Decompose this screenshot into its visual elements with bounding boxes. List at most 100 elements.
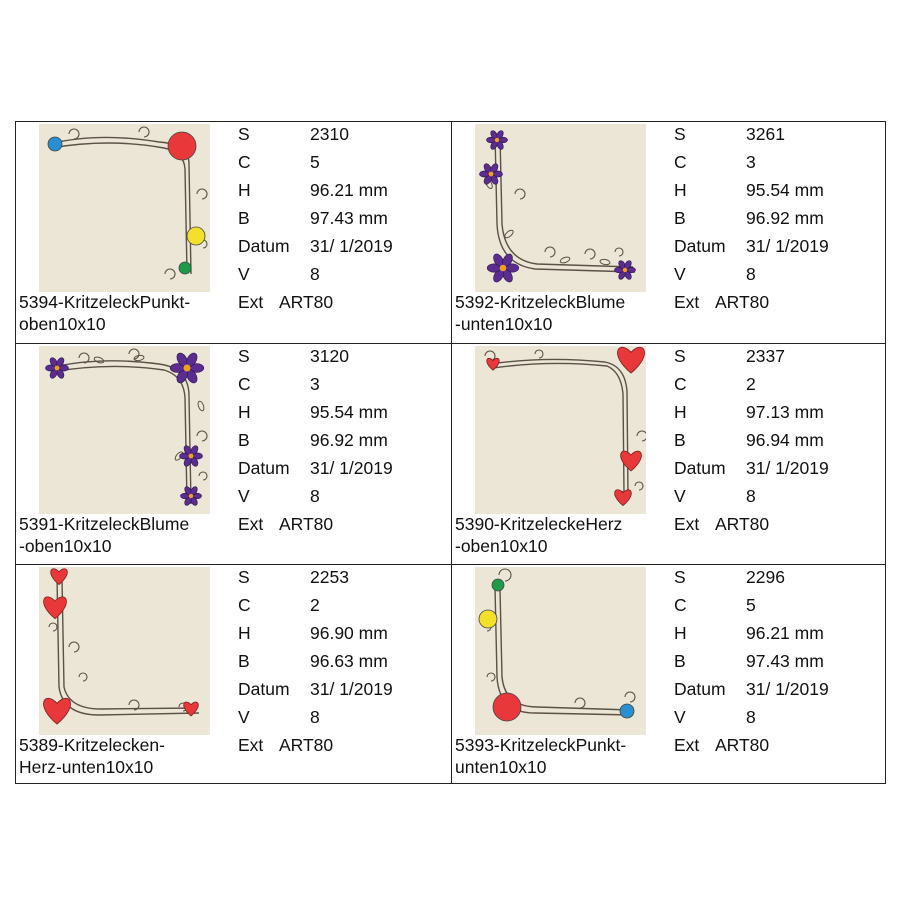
spec-value: 5 — [746, 595, 756, 615]
spec-label: S — [674, 567, 686, 587]
spec-value: 31/ 1/2019 — [746, 236, 829, 256]
spec-label: C — [238, 152, 251, 172]
flower-motif — [486, 130, 508, 150]
ext-label: Ext — [238, 514, 264, 534]
spec-value: 96.94 mm — [746, 430, 824, 450]
embroidery-motif — [478, 568, 636, 722]
spec-value: 3 — [310, 374, 320, 394]
spec-label: B — [674, 208, 686, 228]
design-name-line: 5389-Kritzelecken- — [19, 735, 165, 755]
spec-value: 3261 — [746, 124, 785, 144]
blue-dot — [47, 136, 63, 152]
spec-value: 8 — [746, 264, 756, 284]
spec-value: 2 — [310, 595, 320, 615]
spec-label: Datum — [674, 236, 726, 256]
design-name-line: Herz-unten10x10 — [19, 757, 154, 777]
heart-motif — [486, 357, 500, 371]
design-card: 5391-KritzeleckBlume -oben10x10 S 3120 C… — [16, 344, 451, 565]
spec-label: C — [674, 595, 687, 615]
flower-motif — [486, 253, 520, 283]
blue-dot — [619, 703, 635, 719]
spec-label: S — [238, 567, 250, 587]
design-thumbnail — [39, 346, 210, 514]
spec-label: C — [238, 374, 251, 394]
spec-label: B — [674, 651, 686, 671]
spec-value: 96.21 mm — [310, 180, 388, 200]
spec-label: C — [238, 595, 251, 615]
spec-value: 8 — [746, 486, 756, 506]
spec-label: V — [238, 707, 250, 727]
spec-value: 97.43 mm — [310, 208, 388, 228]
spec-label: S — [674, 124, 686, 144]
ext-value: ART80 — [715, 292, 770, 312]
ext-value: ART80 — [715, 735, 770, 755]
spec-label: H — [674, 402, 687, 422]
flower-motif — [179, 445, 203, 467]
heart-motif — [43, 596, 67, 620]
design-name-line: 5392-KritzeleckBlume — [455, 292, 626, 312]
red-dot — [167, 131, 197, 161]
ext-value: ART80 — [715, 514, 770, 534]
spec-value: 31/ 1/2019 — [310, 458, 393, 478]
design-card: 5392-KritzeleckBlume -unten10x10 S 3261 … — [452, 122, 887, 343]
spec-value: 31/ 1/2019 — [310, 679, 393, 699]
flower-motif — [45, 357, 69, 379]
spec-value: 2296 — [746, 567, 785, 587]
ext-value: ART80 — [279, 292, 334, 312]
heart-motif — [183, 701, 199, 717]
embroidery-motif — [43, 568, 200, 725]
spec-value: 8 — [310, 707, 320, 727]
embroidery-motif — [47, 126, 208, 280]
design-name-line: 5391-KritzeleckBlume — [19, 514, 190, 534]
ext-label: Ext — [674, 292, 700, 312]
design-card: 5393-KritzeleckPunkt- unten10x10 S 2296 … — [452, 565, 887, 786]
spec-label: V — [674, 264, 686, 284]
spec-value: 8 — [310, 264, 320, 284]
yellow-dot — [186, 226, 206, 246]
spec-label: B — [238, 651, 250, 671]
ext-label: Ext — [238, 735, 264, 755]
spec-value: 2253 — [310, 567, 349, 587]
spec-label: S — [238, 124, 250, 144]
green-dot — [178, 261, 192, 275]
embroidery-motif — [479, 130, 636, 283]
design-name-line: -unten10x10 — [455, 314, 553, 334]
spec-value: 31/ 1/2019 — [746, 679, 829, 699]
spec-label: V — [674, 486, 686, 506]
design-name-line: -oben10x10 — [19, 536, 112, 556]
ext-value: ART80 — [279, 735, 334, 755]
spec-value: 95.54 mm — [310, 402, 388, 422]
spec-label: B — [238, 430, 250, 450]
spec-label: S — [238, 346, 250, 366]
spec-label: H — [238, 623, 251, 643]
ext-label: Ext — [674, 514, 700, 534]
design-sheet: 5394-KritzeleckPunkt- oben10x10 S 2310 C… — [15, 121, 886, 784]
design-name: 5390-KritzeleckeHerz -oben10x10 — [455, 513, 622, 557]
row-divider — [16, 564, 885, 565]
red-dot — [492, 692, 522, 722]
design-name: 5392-KritzeleckBlume -unten10x10 — [455, 291, 625, 335]
spec-value: 2310 — [310, 124, 349, 144]
design-name: 5391-KritzeleckBlume -oben10x10 — [19, 513, 189, 557]
spec-label: Datum — [238, 458, 290, 478]
heart-motif — [614, 489, 632, 507]
spec-value: 8 — [310, 486, 320, 506]
spec-value: 3120 — [310, 346, 349, 366]
spec-value: 96.21 mm — [746, 623, 824, 643]
heart-motif — [617, 347, 645, 374]
ext-value: ART80 — [279, 514, 334, 534]
spec-value: 31/ 1/2019 — [310, 236, 393, 256]
spec-label: S — [674, 346, 686, 366]
spec-value: 97.43 mm — [746, 651, 824, 671]
spec-label: H — [674, 180, 687, 200]
design-thumbnail — [39, 124, 210, 292]
embroidery-motif — [484, 347, 646, 507]
spec-label: H — [238, 402, 251, 422]
spec-label: Datum — [674, 458, 726, 478]
spec-value: 3 — [746, 152, 756, 172]
heart-motif — [620, 450, 642, 472]
column-divider — [451, 122, 452, 783]
flower-motif — [614, 260, 636, 280]
design-thumbnail — [475, 124, 646, 292]
heart-motif — [43, 698, 71, 725]
